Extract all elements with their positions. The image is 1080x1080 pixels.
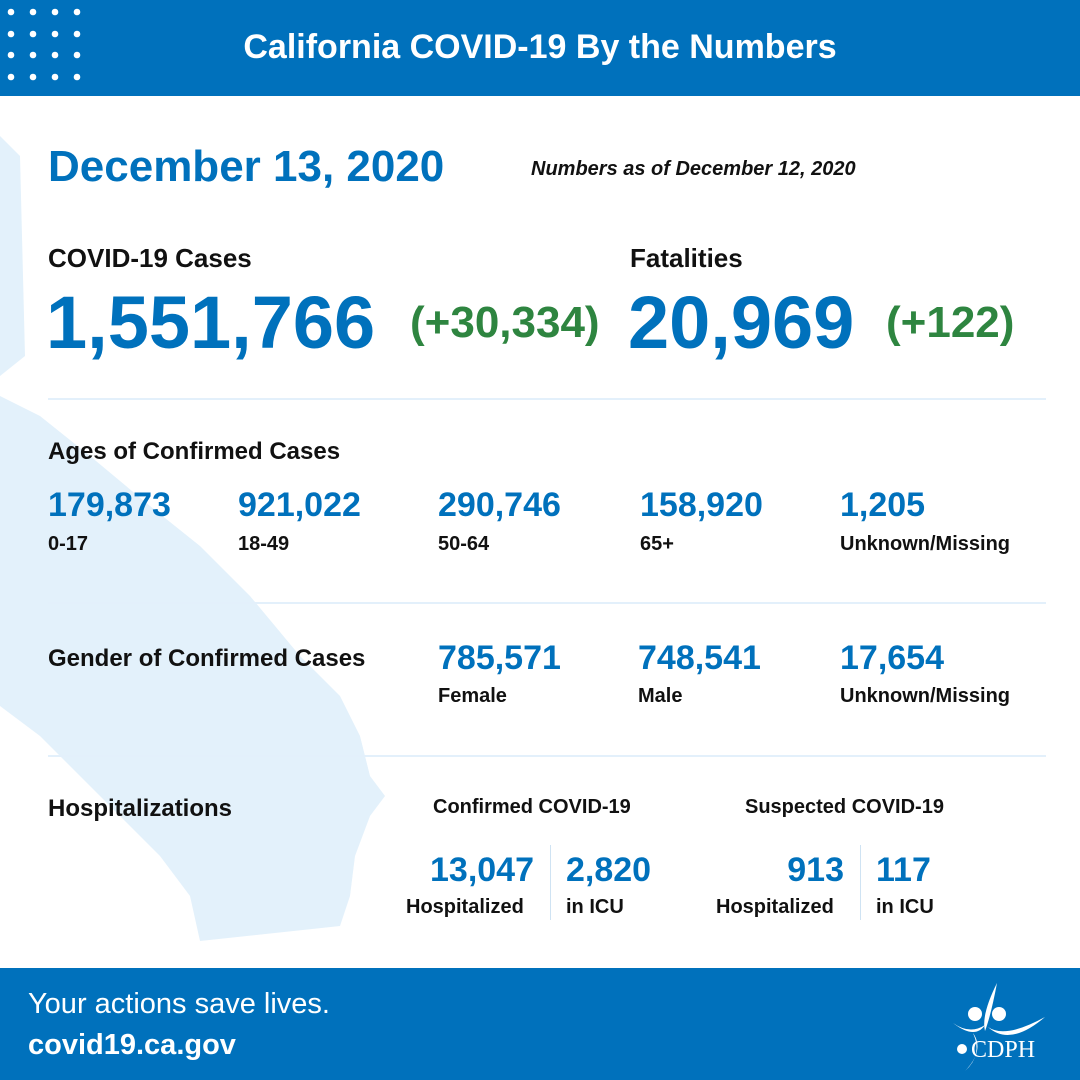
cases-label: COVID-19 Cases bbox=[48, 243, 252, 273]
age-label: Unknown/Missing bbox=[840, 533, 1010, 555]
california-map-background bbox=[0, 136, 385, 941]
age-label: 50-64 bbox=[438, 533, 490, 555]
age-value: 1,205 bbox=[840, 486, 926, 524]
footer-bar bbox=[0, 968, 1080, 1080]
gender-label: Male bbox=[638, 685, 683, 707]
confirmed-hospitalized-label: Hospitalized bbox=[406, 896, 524, 918]
fatalities-label: Fatalities bbox=[630, 243, 743, 273]
footer-url[interactable]: covid19.ca.gov bbox=[28, 1029, 236, 1061]
age-label: 65+ bbox=[640, 533, 674, 555]
suspected-hospitalized-value: 913 bbox=[787, 851, 844, 889]
page-title: California COVID-19 By the Numbers bbox=[243, 28, 837, 66]
confirmed-icu-label: in ICU bbox=[566, 896, 624, 918]
cases-change: (+30,334) bbox=[410, 298, 600, 347]
gender-value: 17,654 bbox=[840, 639, 944, 677]
age-label: 18-49 bbox=[238, 533, 290, 555]
suspected-title: Suspected COVID-19 bbox=[745, 796, 944, 818]
divider bbox=[860, 845, 861, 920]
dots-decoration-icon bbox=[7, 8, 81, 81]
footer-tagline: Your actions save lives. bbox=[28, 988, 330, 1020]
fatalities-total: 20,969 bbox=[628, 281, 855, 364]
age-value: 158,920 bbox=[640, 486, 763, 524]
age-value: 179,873 bbox=[48, 486, 171, 524]
gender-value: 748,541 bbox=[638, 639, 761, 677]
suspected-icu-label: in ICU bbox=[876, 896, 934, 918]
confirmed-icu-value: 2,820 bbox=[566, 851, 652, 889]
age-label: 0-17 bbox=[48, 533, 89, 555]
divider bbox=[48, 755, 1046, 757]
confirmed-title: Confirmed COVID-19 bbox=[433, 796, 631, 818]
cases-total: 1,551,766 bbox=[46, 281, 376, 364]
ages-title: Ages of Confirmed Cases bbox=[48, 438, 341, 465]
confirmed-hospitalized-value: 13,047 bbox=[430, 851, 534, 889]
report-date: December 13, 2020 bbox=[48, 142, 445, 191]
gender-value: 785,571 bbox=[438, 639, 561, 677]
suspected-icu-value: 117 bbox=[876, 851, 931, 889]
gender-label: Female bbox=[438, 685, 507, 707]
suspected-hospitalized-label: Hospitalized bbox=[716, 896, 834, 918]
divider bbox=[48, 602, 1046, 604]
divider bbox=[550, 845, 551, 920]
cdph-logo-icon: CDPH bbox=[953, 983, 1045, 1071]
age-value: 290,746 bbox=[438, 486, 561, 524]
gender-title: Gender of Confirmed Cases bbox=[48, 645, 366, 672]
header-bar bbox=[0, 0, 1080, 96]
svg-text:CDPH: CDPH bbox=[971, 1037, 1035, 1063]
gender-label: Unknown/Missing bbox=[840, 685, 1010, 707]
fatalities-change: (+122) bbox=[886, 298, 1015, 347]
age-value: 921,022 bbox=[238, 486, 361, 524]
divider bbox=[48, 398, 1046, 400]
hospitalizations-title: Hospitalizations bbox=[48, 795, 233, 822]
as-of-date: Numbers as of December 12, 2020 bbox=[531, 158, 856, 180]
